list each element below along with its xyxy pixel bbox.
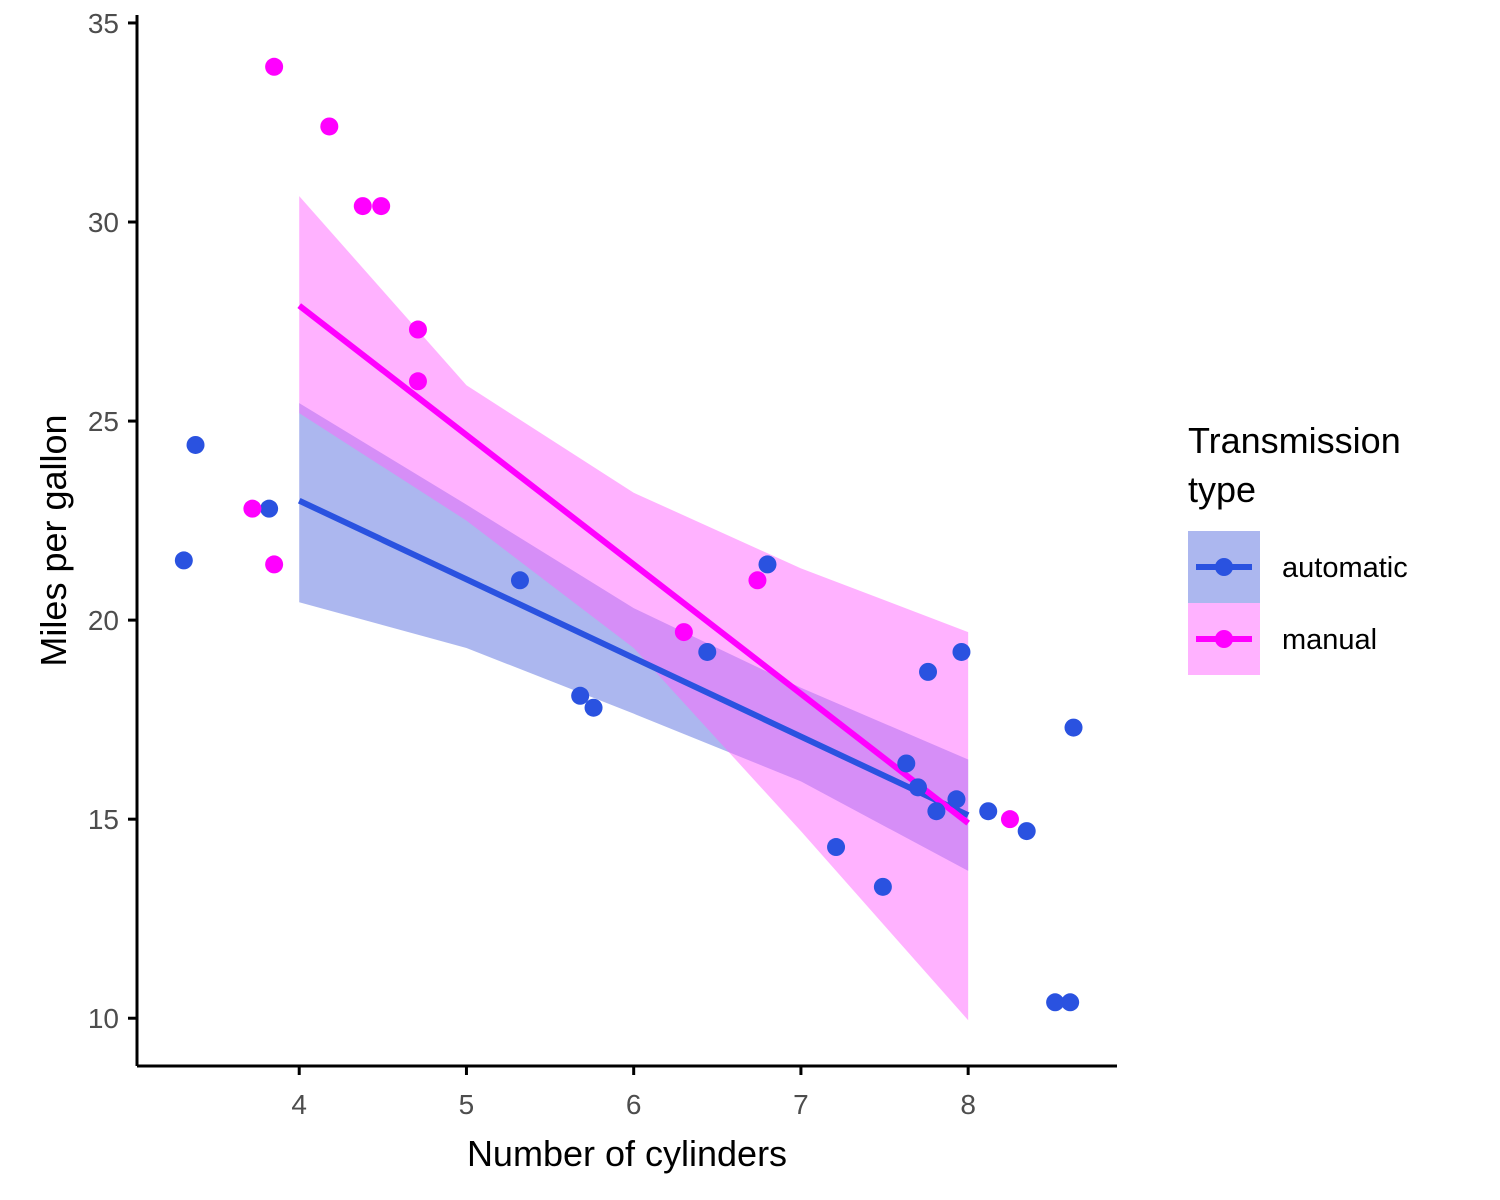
legend-dot-manual [1215, 630, 1233, 648]
x-tick-label: 4 [291, 1089, 307, 1120]
y-axis-title: Miles per gallon [33, 414, 74, 666]
data-point-automatic [1061, 993, 1080, 1012]
y-tick-label: 20 [88, 605, 119, 636]
data-point-manual [353, 197, 372, 216]
confidence-band-manual [299, 196, 969, 1021]
data-point-automatic [827, 838, 846, 857]
data-point-automatic [873, 877, 892, 896]
x-tick-label: 7 [793, 1089, 809, 1120]
data-point-automatic [510, 571, 529, 590]
legend-key-manual: manual [1188, 603, 1377, 675]
x-tick-label: 6 [626, 1089, 642, 1120]
data-point-automatic [897, 754, 916, 773]
data-point-automatic [186, 435, 205, 454]
x-tick-label: 5 [459, 1089, 475, 1120]
y-tick-label: 35 [88, 8, 119, 39]
data-point-automatic [1017, 822, 1036, 841]
y-tick-label: 15 [88, 804, 119, 835]
legend-title-line-2: type [1188, 469, 1256, 510]
data-point-manual [243, 499, 262, 518]
data-point-automatic [927, 802, 946, 821]
y-tick-label: 30 [88, 207, 119, 238]
fit-lines [297, 303, 970, 826]
y-tick-label: 25 [88, 406, 119, 437]
x-tick-label: 8 [960, 1089, 976, 1120]
legend-keys: automatic manual [1188, 531, 1408, 675]
axes: 4 5 6 7 8 10 15 20 25 30 35 [88, 8, 1117, 1120]
data-point-manual [674, 623, 693, 642]
data-point-manual [265, 57, 284, 76]
x-axis-ticks: 4 5 6 7 8 [291, 1066, 976, 1120]
data-point-automatic [919, 662, 938, 681]
data-point-automatic [584, 698, 603, 717]
data-point-automatic [1064, 718, 1083, 737]
data-point-automatic [979, 802, 998, 821]
legend-title-line-1: Transmission [1188, 420, 1401, 461]
data-point-manual [265, 555, 284, 574]
legend: Transmission type automatic manual [1188, 420, 1408, 675]
x-axis-title: Number of cylinders [467, 1133, 787, 1174]
fit-line-automatic [297, 497, 970, 818]
data-point-manual [408, 320, 427, 339]
legend-dot-automatic [1215, 558, 1233, 576]
data-point-automatic [698, 642, 717, 661]
legend-key-automatic: automatic [1188, 531, 1408, 603]
legend-label-automatic: automatic [1282, 552, 1408, 584]
data-point-manual [748, 571, 767, 590]
fit-line-manual [297, 303, 970, 826]
y-tick-label: 10 [88, 1003, 119, 1034]
data-point-automatic [908, 778, 927, 797]
data-point-automatic [758, 555, 777, 574]
data-point-manual [372, 197, 391, 216]
data-point-automatic [1046, 993, 1065, 1012]
data-point-automatic [947, 790, 966, 809]
confidence-bands [299, 196, 969, 1021]
data-point-automatic [174, 551, 193, 570]
data-point-automatic [571, 686, 590, 705]
legend-label-manual: manual [1282, 624, 1377, 656]
data-point-manual [320, 117, 339, 136]
data-point-automatic [260, 499, 279, 518]
y-axis-ticks: 10 15 20 25 30 35 [88, 8, 137, 1034]
data-point-manual [1000, 810, 1019, 829]
data-point-manual [408, 372, 427, 391]
data-points [174, 57, 1083, 1012]
data-point-automatic [952, 642, 971, 661]
